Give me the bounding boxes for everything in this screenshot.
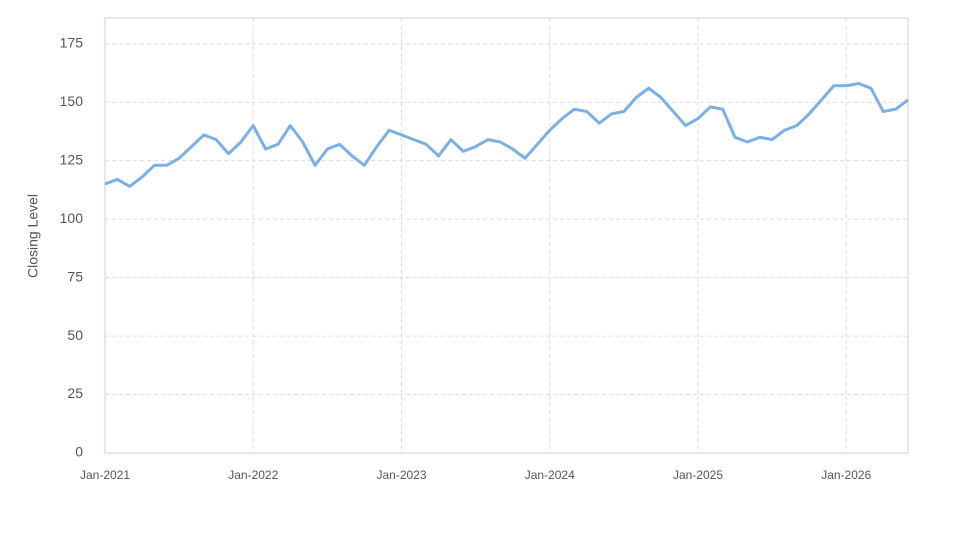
y-tick-label: 75 [67,268,83,284]
y-tick-label: 150 [60,93,84,109]
x-tick-label: Jan-2026 [821,468,871,482]
x-tick-label: Jan-2025 [673,468,723,482]
y-tick-label: 175 [60,34,84,50]
x-tick-label: Jan-2024 [525,468,575,482]
line [104,82,909,188]
y-tick-label: 100 [60,210,84,226]
y-tick-label: 50 [67,327,83,343]
y-tick-label: 25 [67,385,83,401]
plot-border [104,17,909,454]
y-axis-title: Closing Level [25,194,41,278]
x-tick-label: Jan-2023 [376,468,426,482]
x-tick-label: Jan-2021 [80,468,130,482]
x-tick-label: Jan-2022 [228,468,278,482]
y-tick-label: 0 [75,444,83,460]
y-tick-label: 125 [60,151,84,167]
